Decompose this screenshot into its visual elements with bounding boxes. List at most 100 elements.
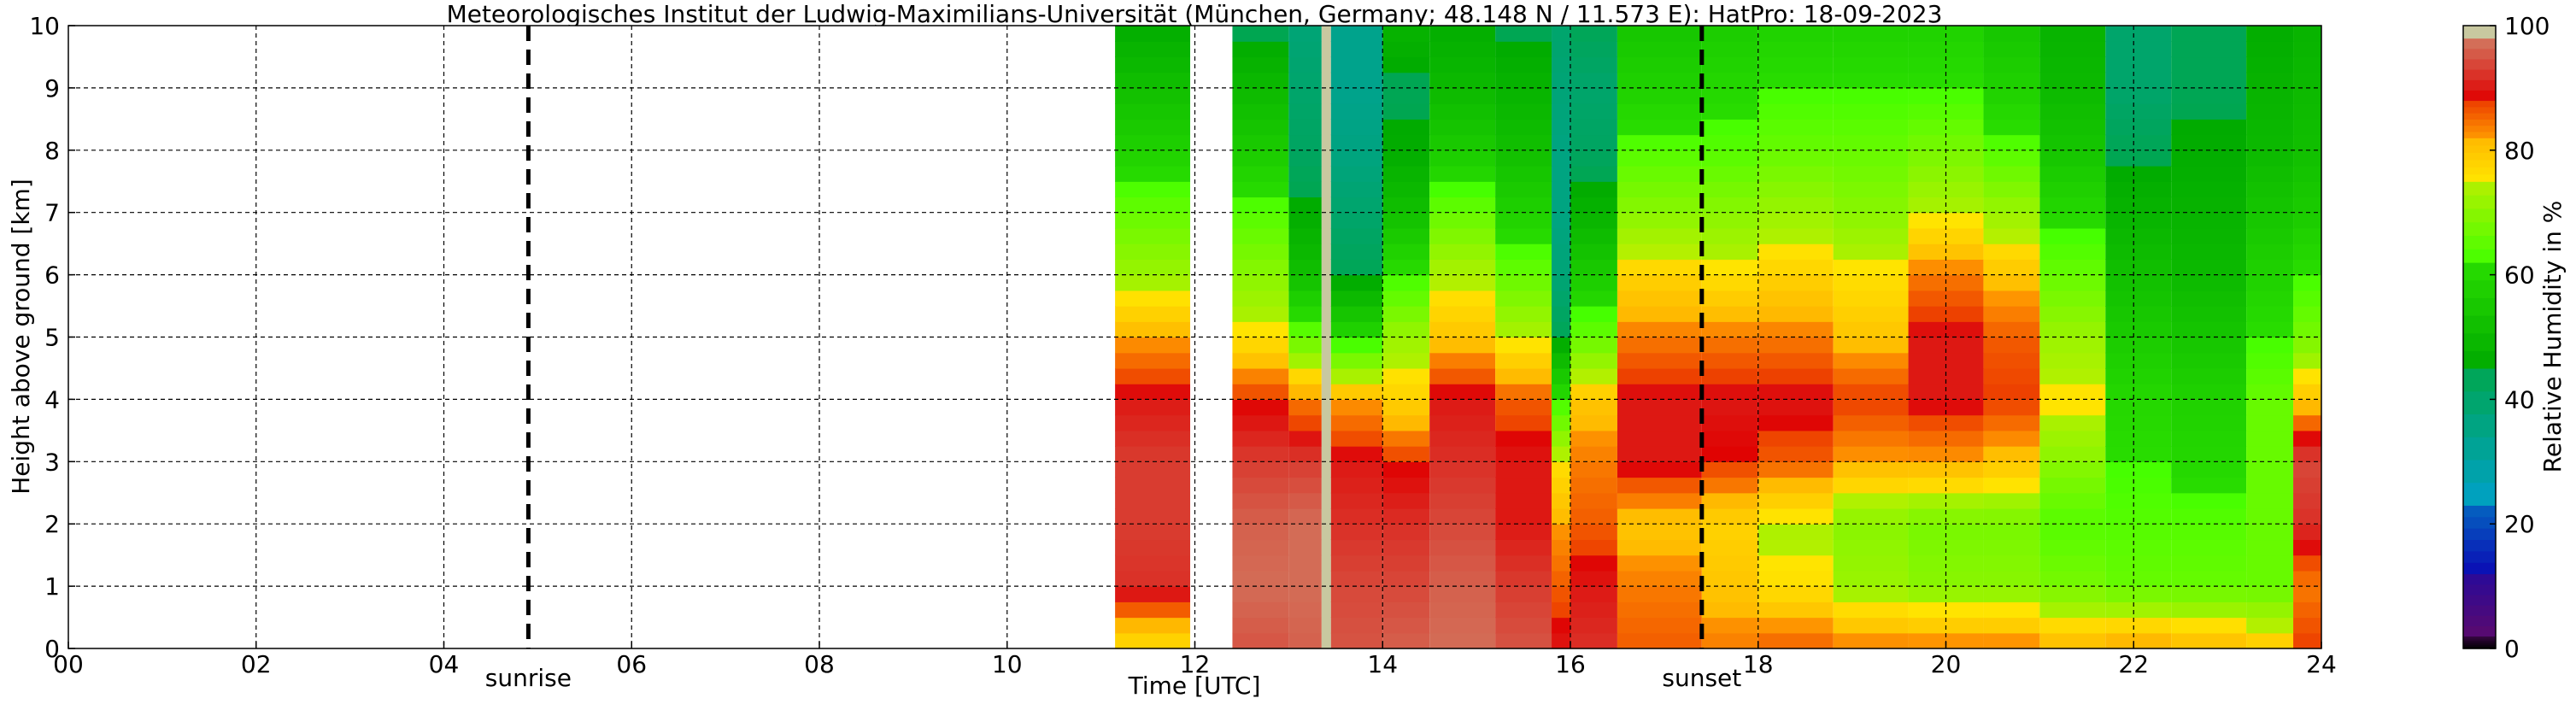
rh-cell — [1757, 87, 1834, 104]
rh-cell — [2246, 197, 2294, 214]
rh-cell — [1617, 524, 1702, 541]
rh-cell — [1382, 632, 1430, 649]
rh-cell — [1833, 446, 1909, 462]
rh-cell — [1983, 337, 2040, 354]
rh-cell — [1983, 414, 2040, 431]
rh-cell — [2105, 414, 2172, 431]
rh-cell — [1429, 26, 1496, 42]
rh-cell — [2293, 399, 2321, 416]
rh-cell — [1833, 414, 1909, 431]
rh-cell — [1321, 539, 1331, 556]
rh-cell — [2105, 290, 2172, 307]
rh-cell — [1382, 119, 1430, 136]
rh-cell — [1429, 259, 1496, 276]
rh-cell — [1495, 290, 1552, 307]
rh-cell — [1330, 446, 1383, 462]
rh-cell — [1552, 26, 1570, 42]
rh-cell — [1232, 399, 1289, 416]
rh-cell — [1288, 290, 1322, 307]
rh-cell — [1321, 337, 1331, 354]
rh-cell — [1288, 507, 1322, 525]
rh-cell — [1983, 150, 2040, 167]
rh-cell — [1429, 461, 1496, 478]
rh-cell — [2105, 399, 2172, 416]
rh-cell — [1617, 414, 1702, 431]
rh-cell — [2105, 337, 2172, 354]
rh-cell — [2105, 384, 2172, 400]
rh-cell — [1330, 617, 1383, 634]
colorbar-segment — [2463, 640, 2496, 643]
rh-cell — [2171, 150, 2247, 167]
rh-cell — [1288, 554, 1322, 572]
rh-cell — [1382, 399, 1430, 416]
rh-cell — [1330, 632, 1383, 649]
rh-cell — [1570, 197, 1617, 214]
rh-cell — [1701, 492, 1758, 509]
rh-cell — [1757, 446, 1834, 462]
rh-cell — [1382, 274, 1430, 291]
rh-cell — [2039, 87, 2106, 104]
rh-cell — [1330, 227, 1383, 244]
rh-cell — [1115, 352, 1191, 369]
rh-cell — [1321, 41, 1331, 58]
rh-cell — [1552, 181, 1570, 198]
rh-cell — [2039, 399, 2106, 416]
rh-cell — [1570, 306, 1617, 322]
rh-cell — [2246, 72, 2294, 89]
rh-cell — [2039, 446, 2106, 462]
rh-cell — [1232, 477, 1289, 494]
rh-cell — [1232, 119, 1289, 136]
rh-cell — [1908, 507, 1984, 525]
rh-cell — [2039, 306, 2106, 322]
rh-cell — [1382, 56, 1430, 73]
rh-cell — [1570, 166, 1617, 182]
x-tick-label: 16 — [1555, 650, 1586, 678]
rh-cell — [1701, 601, 1758, 619]
rh-cell — [2293, 259, 2321, 276]
rh-cell — [2171, 477, 2247, 494]
rh-cell — [1570, 617, 1617, 634]
rh-cell — [1617, 87, 1702, 104]
rh-cell — [1115, 56, 1191, 73]
colorbar-segment — [2463, 167, 2496, 175]
rh-cell — [2039, 26, 2106, 42]
rh-cell — [1833, 632, 1909, 649]
rh-cell — [2105, 570, 2172, 587]
x-tick-label: 06 — [616, 650, 647, 678]
rh-cell — [1330, 306, 1383, 322]
rh-cell — [1552, 306, 1570, 322]
rh-cell — [2105, 586, 2172, 602]
colorbar-segment — [2463, 279, 2496, 298]
rh-cell — [2293, 524, 2321, 541]
rh-cell — [2246, 321, 2294, 338]
colorbar-tick-label: 20 — [2504, 510, 2535, 538]
rh-cell — [1833, 166, 1909, 182]
rh-cell — [1429, 477, 1496, 494]
rh-cell — [1833, 477, 1909, 494]
rh-cell — [1232, 26, 1289, 42]
rh-cell — [1833, 539, 1909, 556]
rh-cell — [1552, 461, 1570, 478]
y-tick-label: 10 — [29, 12, 60, 40]
colorbar-segment — [2463, 332, 2496, 351]
rh-cell — [2039, 197, 2106, 214]
rh-cell — [1382, 461, 1430, 478]
rh-cell — [2039, 414, 2106, 431]
rh-cell — [1115, 507, 1191, 525]
rh-cell — [1330, 492, 1383, 509]
rh-cell — [1288, 166, 1322, 182]
y-tick-label: 9 — [44, 74, 60, 103]
rh-cell — [2105, 56, 2172, 73]
rh-cell — [1232, 197, 1289, 214]
rh-cell — [1701, 399, 1758, 416]
x-tick-label: 04 — [429, 650, 460, 678]
rh-cell — [2293, 181, 2321, 198]
x-tick-label: 20 — [1931, 650, 1962, 678]
rh-cell — [1757, 367, 1834, 384]
rh-cell — [1495, 507, 1552, 525]
rh-cell — [1833, 41, 1909, 58]
rh-cell — [1330, 290, 1383, 307]
colorbar-tick-label: 0 — [2504, 635, 2520, 663]
rh-cell — [1232, 243, 1289, 260]
rh-cell — [2246, 586, 2294, 602]
